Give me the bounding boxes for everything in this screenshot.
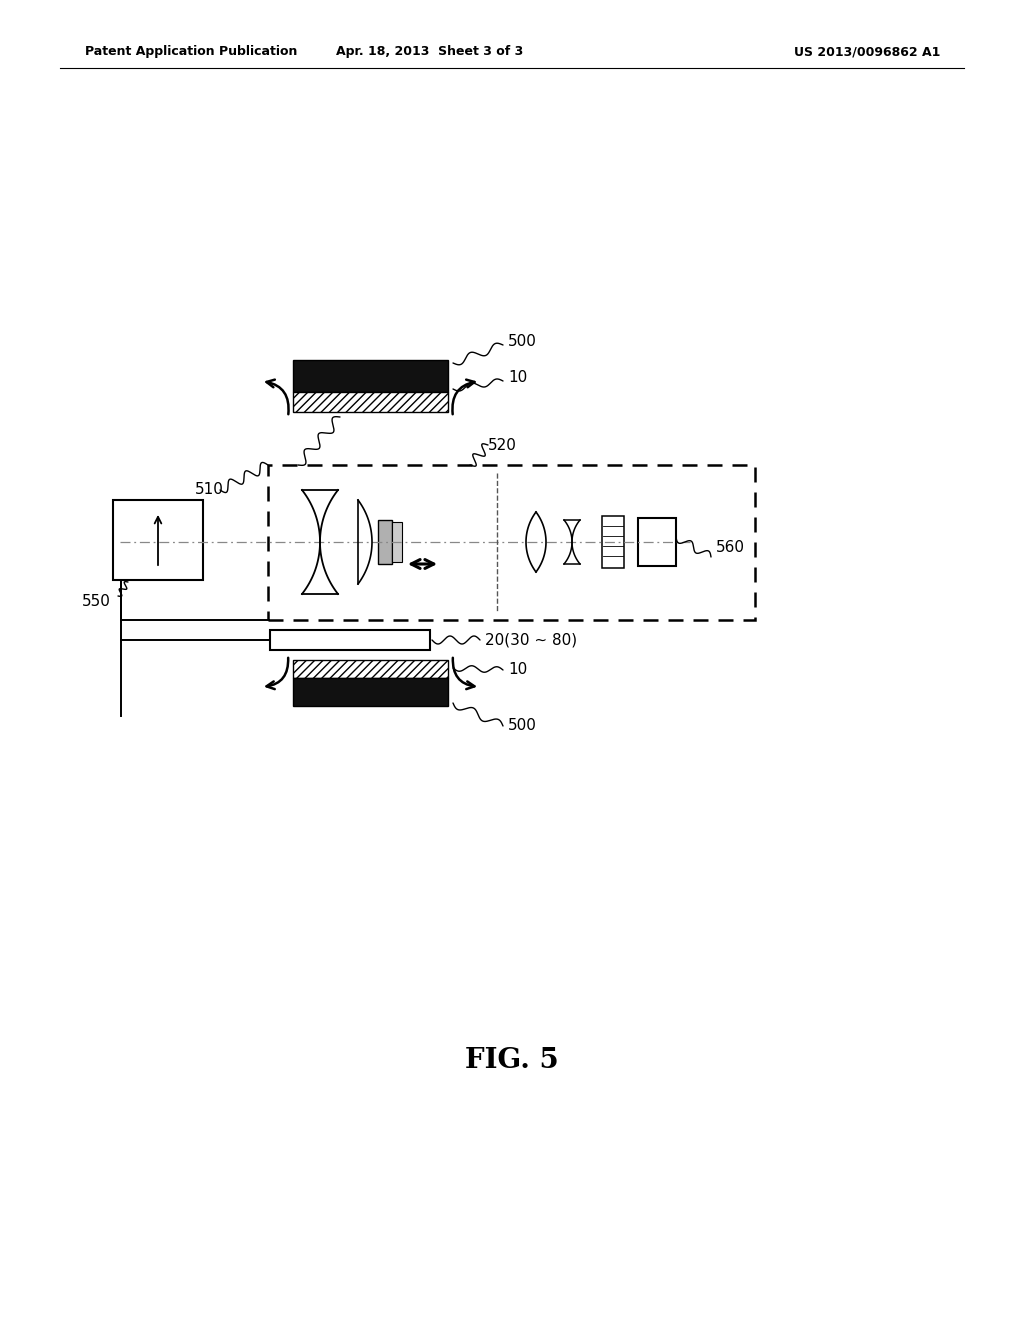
Bar (293, 392, 449, 412)
Bar (113, 500, 203, 579)
Text: 10: 10 (508, 371, 527, 385)
Text: 500: 500 (508, 334, 537, 350)
Text: 500: 500 (508, 718, 537, 734)
Text: 550: 550 (82, 594, 111, 610)
Bar (293, 660, 449, 678)
Bar (392, 521, 402, 562)
Text: 510: 510 (195, 483, 224, 498)
Text: Apr. 18, 2013  Sheet 3 of 3: Apr. 18, 2013 Sheet 3 of 3 (336, 45, 523, 58)
Bar (293, 360, 449, 392)
Text: 520: 520 (488, 437, 517, 453)
Bar (602, 516, 624, 568)
Text: 560: 560 (716, 540, 745, 554)
Text: 20(30 ∼ 80): 20(30 ∼ 80) (485, 632, 578, 648)
Bar (270, 630, 430, 649)
Text: Patent Application Publication: Patent Application Publication (85, 45, 297, 58)
Bar (293, 678, 449, 706)
Text: US 2013/0096862 A1: US 2013/0096862 A1 (794, 45, 940, 58)
Text: 10: 10 (508, 663, 527, 677)
Bar (638, 517, 676, 566)
Bar (378, 520, 392, 564)
Text: FIG. 5: FIG. 5 (465, 1047, 559, 1073)
Bar (268, 465, 755, 620)
